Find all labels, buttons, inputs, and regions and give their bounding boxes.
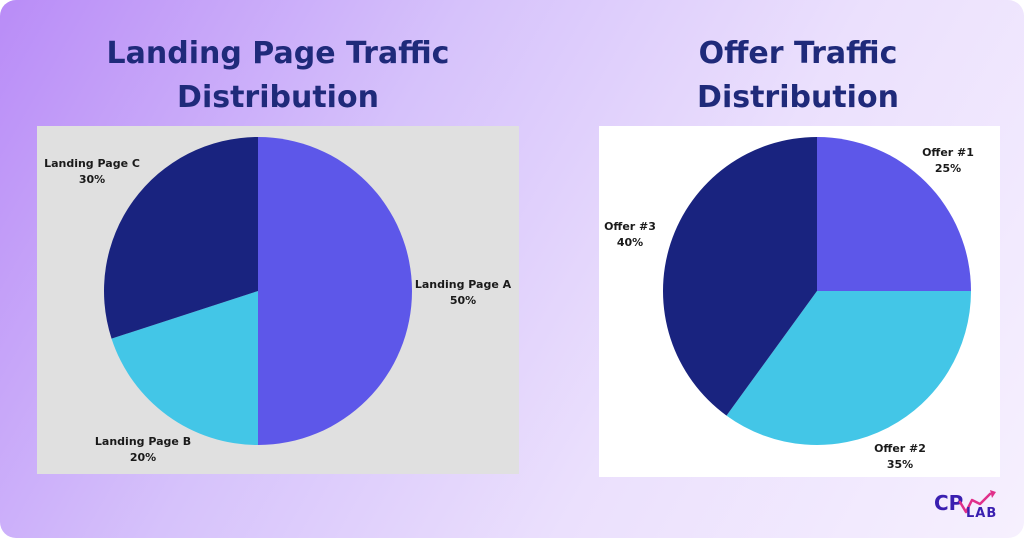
pie-chart-offer: Offer #1 25% Offer #2 35% Offer #3 40%	[599, 126, 1000, 477]
slice-value-label: 30%	[79, 173, 105, 186]
slice-category-label: Landing Page A	[415, 278, 512, 291]
pie-slice	[663, 137, 817, 416]
chart-title-offer: Offer Traffic Distribution	[598, 32, 998, 120]
slice-value-label: 40%	[617, 236, 643, 249]
chart-title-line: Landing Page Traffic	[106, 36, 450, 71]
slice-label: Offer #2 35%	[874, 442, 926, 471]
slice-label: Offer #3 40%	[604, 220, 656, 249]
pie-chart-svg: Landing Page A 50%Landing Page B 20%Landin…	[44, 137, 512, 464]
chart-title-landing-page: Landing Page Traffic Distribution	[38, 32, 518, 120]
pie-slice	[726, 291, 971, 445]
slice-value-label: 50%	[450, 294, 476, 307]
pie-chart-landing-page: Landing Page A 50% Landing Page B 20% Landin…	[37, 126, 519, 474]
slice-category-label: Offer #2	[874, 442, 926, 455]
pie-slice	[817, 137, 971, 291]
slice-label: Landing Page C 30%	[44, 157, 140, 186]
slice-category-label: Offer #1	[922, 146, 974, 159]
pie-chart-svg: Offer #1 25% Offer #2 35% Offer #3 40%	[604, 137, 974, 471]
logo-cp-text: CP	[934, 491, 963, 515]
pie-slice	[103, 137, 258, 339]
chart-title-line: Distribution	[177, 80, 379, 115]
slice-value-label: 20%	[130, 451, 156, 464]
cpv-lab-logo: CP LAB	[934, 490, 1000, 526]
pie-slice	[258, 137, 412, 445]
slice-value-label: 35%	[887, 458, 913, 471]
slice-category-label: Landing Page B	[95, 435, 191, 448]
slice-category-label: Landing Page C	[44, 157, 140, 170]
slice-value-label: 25%	[935, 162, 961, 175]
chart-title-line: Distribution	[697, 80, 899, 115]
pie-slice	[111, 291, 259, 445]
logo-lab-text: LAB	[966, 506, 998, 521]
slice-label: Offer #1 25%	[922, 146, 974, 175]
slice-label: Landing Page B 20%	[95, 435, 191, 464]
slice-category-label: Offer #3	[604, 220, 656, 233]
trend-arrow-icon: CP	[934, 490, 996, 515]
chart-title-line: Offer Traffic	[698, 36, 898, 71]
slice-label: Landing Page A 50%	[415, 278, 512, 307]
